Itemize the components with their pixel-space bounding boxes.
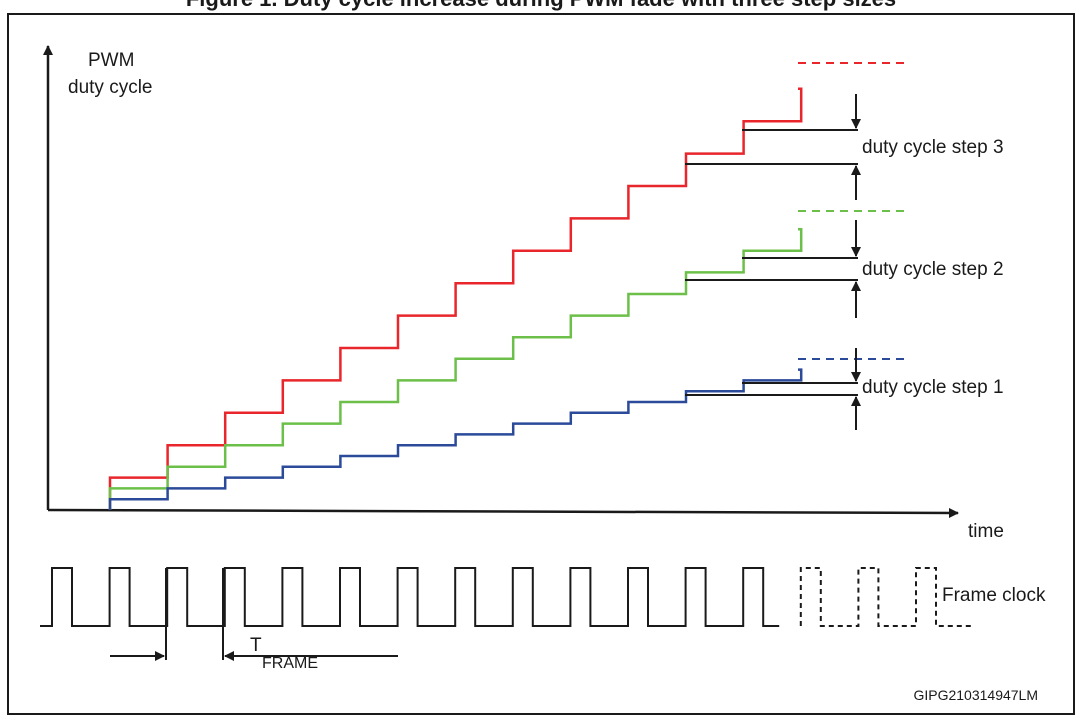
figure-code: GIPG210314947LM bbox=[913, 687, 1038, 703]
step2-staircase bbox=[108, 227, 803, 510]
staircase-line bbox=[108, 87, 803, 510]
step3-staircase bbox=[108, 87, 803, 510]
step3-label: duty cycle step 3 bbox=[862, 137, 1004, 158]
period-symbol: T bbox=[250, 635, 262, 656]
figure-border bbox=[7, 13, 1075, 715]
y-axis-label-line1: PWM bbox=[88, 50, 134, 71]
title-strip bbox=[0, 0, 1082, 14]
step1-staircase bbox=[108, 368, 803, 510]
period-indicator bbox=[110, 568, 398, 661]
x-axis-label: time bbox=[968, 521, 1004, 542]
frame-clock-dashed bbox=[799, 567, 972, 627]
staircase-line bbox=[108, 227, 803, 510]
staircase-line bbox=[108, 368, 803, 510]
clock-pulses bbox=[40, 567, 780, 627]
frame-clock-solid bbox=[40, 567, 780, 627]
figure-title: Figure 1. Duty cycle increase during PWM… bbox=[186, 0, 896, 11]
period-subscript: FRAME bbox=[262, 655, 318, 672]
step2-marker bbox=[685, 220, 861, 318]
frame-clock-label: Frame clock bbox=[942, 585, 1046, 606]
step2-label: duty cycle step 2 bbox=[862, 259, 1004, 280]
step1-label: duty cycle step 1 bbox=[862, 377, 1004, 398]
y-axis-label-line2: duty cycle bbox=[68, 77, 152, 98]
x-axis bbox=[47, 507, 959, 518]
step1-marker bbox=[685, 348, 861, 430]
step3-marker bbox=[685, 94, 861, 200]
clock-pulses-dashed bbox=[799, 567, 972, 627]
